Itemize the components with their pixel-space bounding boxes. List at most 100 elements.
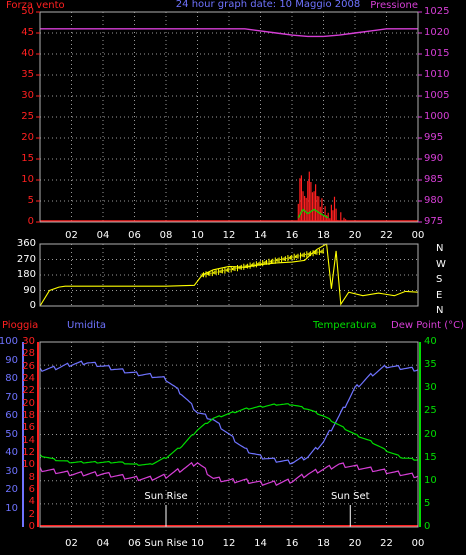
time-tick: 18 <box>317 538 330 549</box>
wind-axis-tick: 35 <box>21 69 34 80</box>
direction-axis-tick: 360 <box>16 238 36 249</box>
rain-axis-tick: 26 <box>22 360 35 372</box>
wind-axis-tick: 50 <box>21 6 34 17</box>
wind-axis-tick: 45 <box>21 27 34 38</box>
series-wind-direction <box>39 243 419 307</box>
time-tick: 16 <box>285 538 299 549</box>
rain-axis-tick: 4 <box>28 496 35 508</box>
time-tick: 10 <box>191 538 204 549</box>
series-temperature-line <box>39 403 419 466</box>
temperature-axis-tick: 10 <box>424 474 437 486</box>
humidity-axis-tick: 40 <box>5 447 18 458</box>
pressure-axis-tick: 1010 <box>424 69 450 80</box>
humidity-axis-tick: 30 <box>5 465 18 477</box>
sunrise-label: Sun Rise <box>144 491 188 502</box>
humidity-axis-tick: 90 <box>5 354 18 366</box>
time-tick: 04 <box>96 230 110 241</box>
wind-speed-title: Forza vento <box>6 0 65 11</box>
series-pressure-line <box>40 28 418 38</box>
wind-axis-tick: 20 <box>21 132 34 143</box>
time-tick: 10 <box>191 230 204 241</box>
time-tick: 20 <box>348 230 362 241</box>
rain-axis-tick: 10 <box>22 459 35 471</box>
rain-axis-tick: 8 <box>28 471 35 483</box>
humidity-axis-tick: 20 <box>5 484 18 495</box>
time-tick: 20 <box>348 538 362 549</box>
temperature-axis-tick: 20 <box>424 428 437 440</box>
time-tick: 12 <box>222 230 236 241</box>
series-humidity-line <box>39 360 419 465</box>
time-tick: 04 <box>96 538 110 549</box>
temperature-axis-tick: 15 <box>424 451 437 463</box>
rain-axis-tick: 30 <box>22 336 35 347</box>
dewpoint-title: Dew Point (°C) <box>391 320 465 331</box>
compass-label: S <box>436 274 443 285</box>
temperature-title: Temperatura <box>313 320 377 331</box>
pressure-axis-tick: 1000 <box>424 111 450 122</box>
pressure-axis-tick: 1025 <box>424 6 450 17</box>
time-tick: 02 <box>65 538 78 549</box>
rain-axis-tick: 22 <box>22 385 35 397</box>
temperature-axis-tick: 5 <box>424 497 431 509</box>
rain-axis-tick: 18 <box>22 410 35 421</box>
time-tick: 00 <box>411 538 425 549</box>
temperature-axis-tick: 30 <box>424 382 437 394</box>
direction-axis-tick: 180 <box>16 269 36 280</box>
temperature-axis-tick: 0 <box>424 521 431 532</box>
pressure-title: Pressione <box>370 0 418 11</box>
rain-axis-tick: 20 <box>22 397 35 409</box>
humidity-axis-tick: 10 <box>5 502 18 514</box>
time-tick: 14 <box>254 230 267 241</box>
direction-axis-tick: 0 <box>29 300 36 311</box>
pressure-axis-tick: 985 <box>424 174 444 185</box>
humidity-axis-tick: 60 <box>5 410 18 421</box>
rain-axis-tick: 28 <box>22 348 35 360</box>
rain-axis-tick: 24 <box>22 373 35 384</box>
time-tick: 14 <box>254 538 267 549</box>
time-tick: 06 <box>128 538 141 549</box>
time-tick: 08 <box>159 230 173 241</box>
compass-label: E <box>436 289 443 301</box>
pressure-axis-tick: 1015 <box>424 48 450 59</box>
chart-title: 24 hour graph date: 10 Maggio 2008 <box>175 0 361 10</box>
temperature-axis-tick: 40 <box>424 336 437 347</box>
wind-axis-tick: 0 <box>27 216 34 227</box>
rain-axis-tick: 16 <box>22 422 35 434</box>
rain-axis-tick: 0 <box>28 521 35 532</box>
pressure-axis-tick: 975 <box>424 216 444 227</box>
rain-axis-tick: 6 <box>28 484 35 495</box>
time-tick: Sun Rise <box>144 538 188 549</box>
series-dewpoint-line <box>39 461 419 487</box>
climate-frame <box>39 341 419 528</box>
time-tick: 16 <box>285 230 299 241</box>
compass-label: N <box>436 305 444 316</box>
sunset-label: Sun Set <box>330 491 370 502</box>
pressure-axis-tick: 980 <box>424 195 444 206</box>
wind-direction-frame <box>39 243 419 307</box>
wind-axis-tick: 10 <box>21 174 34 185</box>
wind-axis-tick: 40 <box>21 48 34 59</box>
humidity-axis-tick: 50 <box>5 428 18 440</box>
rain-axis-tick: 12 <box>22 447 35 458</box>
pressure-axis-tick: 1020 <box>424 27 450 38</box>
time-tick: 18 <box>317 230 330 241</box>
series-wind-average <box>297 208 329 219</box>
series-wind-speed-gusts <box>297 171 348 222</box>
rain-title: Pioggia <box>2 320 39 331</box>
humidity-axis-tick: 100 <box>0 336 18 347</box>
humidity-axis-tick: 80 <box>5 373 18 384</box>
time-tick: 22 <box>380 538 393 549</box>
wind-axis-tick: 30 <box>21 90 34 101</box>
compass-label: W <box>436 258 446 270</box>
wind-axis-tick: 25 <box>21 111 34 122</box>
humidity-title: Umidita <box>67 320 107 331</box>
time-tick: 12 <box>222 538 236 549</box>
wind-axis-tick: 5 <box>27 195 34 206</box>
rain-axis-tick: 2 <box>28 508 35 520</box>
pressure-axis-tick: 995 <box>424 132 444 143</box>
pressure-axis-tick: 1005 <box>424 90 450 101</box>
pressure-axis-tick: 990 <box>424 153 444 164</box>
time-tick: 02 <box>65 230 78 241</box>
rain-axis-tick: 14 <box>22 434 35 446</box>
